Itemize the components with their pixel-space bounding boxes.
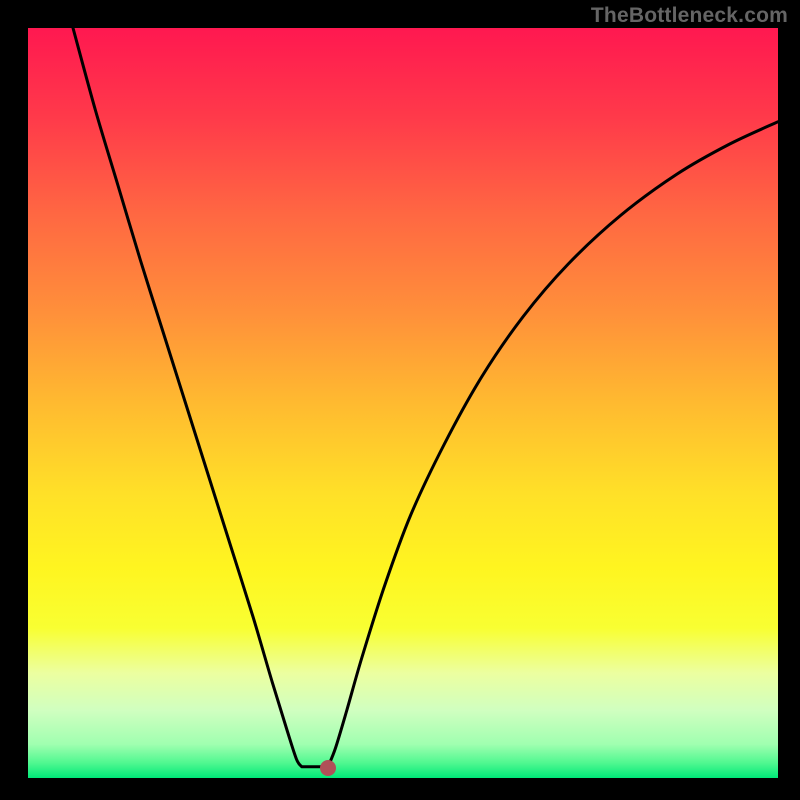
vertex-marker	[320, 760, 336, 776]
curve-line	[28, 28, 778, 778]
chart-container: TheBottleneck.com	[0, 0, 800, 800]
plot-area	[28, 28, 778, 778]
watermark-text: TheBottleneck.com	[591, 4, 788, 28]
